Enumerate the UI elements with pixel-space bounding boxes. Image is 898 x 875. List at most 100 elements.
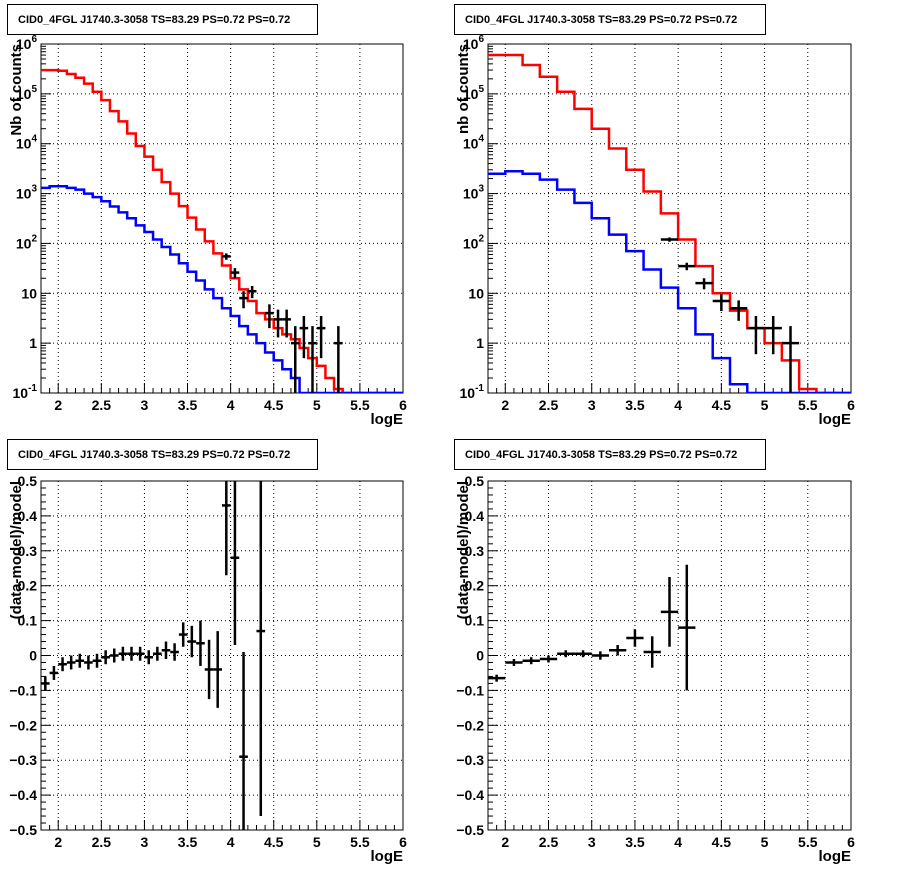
data-point [282, 309, 291, 338]
y-tick-label: −0.3 [456, 752, 484, 768]
x-tick-label: 2.5 [539, 397, 559, 413]
plot-frame [40, 43, 404, 394]
residual-point [539, 655, 558, 663]
residual-point [41, 676, 50, 691]
residual-point [101, 650, 110, 665]
y-tick-label: 103 [463, 184, 485, 202]
x-tick-label: 6 [847, 397, 855, 413]
residual-point [66, 655, 76, 670]
residual-point [144, 650, 154, 665]
x-tick-label: 5 [313, 397, 321, 413]
x-tick-label: 3.5 [178, 397, 198, 413]
y-tick-label: 102 [16, 233, 38, 251]
residual-point [230, 481, 240, 646]
y-tick-label: −0.5 [9, 822, 37, 838]
residual-point [643, 636, 661, 668]
y-tick-label: 0.4 [465, 508, 485, 524]
y-tick-label: 1 [29, 335, 37, 351]
residual-point [153, 646, 162, 661]
residual-point [678, 564, 696, 691]
data-point [290, 326, 300, 393]
x-axis-label: logE [371, 411, 404, 428]
y-tick-label: 0.5 [465, 473, 485, 489]
y-tick-label: 0.3 [465, 543, 485, 559]
grid [41, 43, 404, 394]
y-tick-label: 102 [463, 233, 485, 251]
x-tick-label: 6 [847, 834, 855, 850]
x-tick-label: 5.5 [350, 834, 370, 850]
plot-area [41, 481, 266, 830]
y-tick-label: −0.2 [9, 717, 37, 733]
data-point [730, 300, 748, 321]
residual-point [505, 658, 523, 666]
x-tick-label: 4 [674, 397, 682, 413]
x-tick-label: 5.5 [350, 397, 370, 413]
y-tick-label: 106 [16, 34, 38, 52]
y-tick-label: 10-1 [460, 383, 485, 401]
residual-point [170, 643, 179, 661]
residual-point [196, 620, 205, 666]
residual-point [75, 653, 85, 668]
residual-point [626, 629, 644, 647]
residual-point [609, 645, 627, 656]
y-tick-label: 104 [463, 134, 485, 152]
y-tick-label: −0.5 [456, 822, 484, 838]
chart-panel-2: 2 2.5 3 3.5 4 4.5 5 5.5 6 −0.5 −0.4 −0.3 −0.2 −0.1 0 0.… [8, 473, 407, 865]
data-point [230, 268, 240, 279]
y-tick-label: −0.1 [456, 682, 484, 698]
y-tick-label: 103 [16, 184, 38, 202]
residual-point [574, 650, 592, 658]
x-tick-label: 2.5 [92, 397, 112, 413]
residual-point [256, 481, 266, 817]
data-point [247, 286, 257, 299]
y-tick-label: 10 [21, 285, 37, 301]
x-tick-label: 2.5 [92, 834, 112, 850]
chart-panel-0: 2 2.5 3 3.5 4 4.5 5 5.5 6 10-1 1 10 102 103 104 105 106 l… [8, 34, 407, 428]
y-tick-label: 104 [16, 134, 38, 152]
grid [41, 480, 404, 831]
residual-point [213, 631, 222, 708]
data-point [265, 304, 274, 329]
y-tick-label: −0.1 [9, 682, 37, 698]
residual-point [84, 655, 93, 670]
residual-point [178, 622, 188, 647]
y-tick-label: 1 [476, 335, 484, 351]
y-tick-label: 0.2 [465, 578, 485, 594]
residual-point [660, 576, 679, 647]
data-point [678, 262, 696, 271]
y-tick-label: −0.2 [456, 717, 484, 733]
grid [488, 480, 852, 831]
y-tick-label: 0.4 [18, 508, 38, 524]
residual-point [239, 652, 248, 830]
data-point [299, 316, 309, 359]
chart-title-top-left: CID0_4FGL J1740.3-3058 TS=83.29 PS=0.72 … [7, 4, 318, 35]
y-tick-label: 0.3 [18, 543, 38, 559]
x-tick-label: 2 [54, 834, 62, 850]
x-tick-label: 6 [399, 397, 407, 413]
x-tick-label: 4.5 [712, 397, 732, 413]
x-tick-label: 3.5 [625, 397, 645, 413]
y-tick-label: −0.4 [456, 787, 484, 803]
data-point [695, 278, 713, 290]
y-tick-label: 0 [29, 648, 37, 664]
x-tick-label: 4.5 [712, 834, 732, 850]
plot-area [488, 564, 696, 691]
series-blue-line [488, 170, 851, 393]
x-tick-label: 2 [54, 397, 62, 413]
x-tick-label: 3.5 [178, 834, 198, 850]
x-tick-label: 4.5 [264, 397, 284, 413]
x-tick-label: 5 [761, 397, 769, 413]
data-point [781, 326, 800, 393]
series-blue-line [41, 185, 403, 393]
series-red-line [41, 68, 403, 393]
x-tick-label: 5 [761, 834, 769, 850]
grid [488, 43, 852, 394]
x-tick-label: 6 [399, 834, 407, 850]
y-tick-label: 0.5 [18, 473, 38, 489]
y-tick-label: 106 [463, 34, 485, 52]
x-tick-label: 4.5 [264, 834, 284, 850]
residual-point [161, 641, 171, 659]
axis-ticks [487, 480, 852, 831]
chart-title-bottom-right: CID0_4FGL J1740.3-3058 TS=83.29 PS=0.72 … [454, 439, 766, 470]
